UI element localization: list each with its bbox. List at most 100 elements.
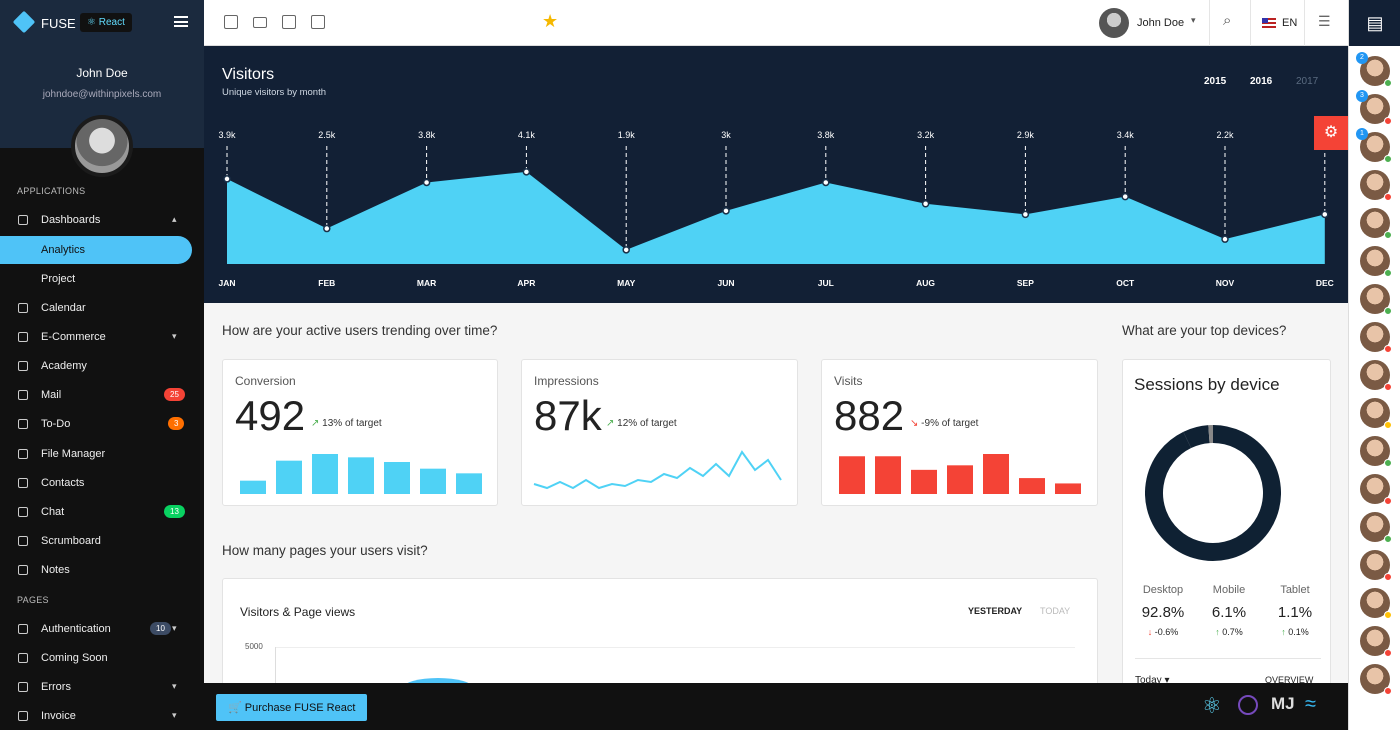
sidebar-item-errors[interactable]: Errors ▾ — [0, 673, 204, 701]
visitors-chart: 3.9k JAN 2.5k FEB 3.8k MAR 4.1k APR 1.9k MAY 3k JUN… — [218, 130, 1333, 288]
main-content: How are your active users trending over … — [204, 303, 1348, 699]
bar — [947, 465, 973, 494]
sidebar-item-academy[interactable]: Academy — [0, 352, 204, 380]
note-icon — [18, 565, 28, 575]
lock-icon — [18, 624, 28, 634]
sidebar-item-file-manager[interactable]: File Manager — [0, 440, 204, 468]
footer: 🛒 Purchase FUSE React ⚛ MJ ≈ — [204, 683, 1348, 730]
bar — [420, 468, 446, 494]
sidebar-item-contacts[interactable]: Contacts — [0, 469, 204, 497]
donut-slice-desktop[interactable] — [1145, 425, 1281, 561]
status-dot — [1384, 649, 1392, 657]
status-dot — [1384, 383, 1392, 391]
divider — [1209, 0, 1210, 46]
donut-slice-mobile[interactable] — [1183, 425, 1210, 449]
user-avatar[interactable] — [71, 115, 133, 177]
sidebar-item-analytics[interactable]: Analytics — [0, 236, 192, 264]
contact-avatar[interactable]: 3 — [1356, 90, 1392, 125]
check-box-icon[interactable] — [311, 15, 325, 29]
sidebar-item-calendar[interactable]: Calendar — [0, 294, 204, 322]
year-2017-button[interactable]: 2017 — [1296, 76, 1319, 87]
search-icon[interactable]: ⌕ — [1223, 12, 1232, 29]
overview-button[interactable]: OVERVIEW — [1265, 675, 1314, 685]
sidebar-item-notes[interactable]: Notes — [0, 556, 204, 584]
visitors-point[interactable] — [622, 246, 630, 254]
contacts-icon[interactable] — [282, 15, 296, 29]
redux-logo-icon[interactable] — [1238, 695, 1258, 715]
contact-avatar[interactable] — [1360, 512, 1392, 543]
visitors-point[interactable] — [822, 178, 830, 187]
calendar-icon[interactable] — [224, 15, 238, 29]
sidebar-item-authentication[interactable]: Authentication 10 ▾ — [0, 615, 204, 643]
contact-avatar[interactable] — [1360, 322, 1392, 353]
contact-avatar[interactable] — [1360, 208, 1392, 239]
menu-toggle-icon[interactable] — [174, 16, 188, 27]
sidebar-item-label: Authentication — [41, 623, 111, 635]
contact-avatar[interactable] — [1360, 474, 1392, 505]
contact-avatar[interactable]: 1 — [1356, 128, 1392, 163]
visitors-point[interactable] — [323, 224, 331, 233]
bar — [240, 480, 266, 494]
x-tick-label: JUN — [717, 278, 734, 288]
quick-panel-icon[interactable]: ☰ — [1318, 13, 1331, 29]
status-dot — [1384, 687, 1392, 695]
device-change: 0.7% — [1222, 627, 1243, 637]
toolbar-user-name[interactable]: John Doe — [1137, 17, 1185, 29]
sidebar-item-label: Coming Soon — [41, 652, 108, 664]
visitors-point[interactable] — [422, 178, 431, 187]
sidebar-item-invoice[interactable]: Invoice ▾ — [0, 702, 204, 730]
contact-avatar[interactable] — [1360, 170, 1392, 201]
contact-avatar[interactable] — [1360, 626, 1392, 657]
y-axis — [275, 647, 276, 687]
contact-avatar[interactable] — [1360, 550, 1392, 581]
tab-today[interactable]: TODAY — [1040, 606, 1071, 616]
settings-gear-icon[interactable]: ⚙ — [1314, 116, 1348, 150]
contact-avatar[interactable] — [1360, 284, 1392, 315]
purchase-button[interactable]: 🛒 Purchase FUSE React — [216, 694, 368, 721]
status-dot — [1384, 345, 1392, 353]
sidebar-item-dashboards[interactable]: Dashboards ▴ — [0, 206, 204, 234]
year-2016-button[interactable]: 2016 — [1250, 76, 1273, 87]
arrow-up-icon: ↑ — [1215, 627, 1220, 637]
visitors-point[interactable] — [1321, 210, 1329, 219]
mail-icon — [18, 390, 28, 400]
bar — [911, 469, 937, 494]
chevron-down-icon[interactable]: ▾ — [1191, 15, 1196, 25]
sidebar-item-e-commerce[interactable]: E-Commerce ▾ — [0, 323, 204, 351]
contact-avatar[interactable] — [1360, 360, 1392, 391]
period-select[interactable]: Today ▾ — [1135, 675, 1170, 686]
contact-avatar[interactable]: 2 — [1356, 52, 1392, 87]
contact-avatar[interactable] — [1360, 246, 1392, 277]
language-button[interactable]: EN — [1282, 17, 1298, 29]
year-2015-button[interactable]: 2015 — [1204, 76, 1227, 87]
sidebar-item-label: Errors — [41, 681, 71, 693]
device-name: Tablet — [1280, 584, 1310, 596]
visitors-point[interactable] — [522, 168, 531, 176]
visitors-point[interactable] — [722, 207, 730, 215]
toolbar-avatar[interactable] — [1099, 8, 1129, 38]
sidebar-item-project[interactable]: Project — [0, 265, 204, 293]
tailwind-logo-icon[interactable]: ≈ — [1305, 693, 1316, 715]
contact-avatar[interactable] — [1360, 664, 1392, 695]
sidebar-item-scrumboard[interactable]: Scrumboard — [0, 527, 204, 555]
visitors-point[interactable] — [223, 175, 231, 183]
sidebar-item-chat[interactable]: Chat 13 — [0, 498, 204, 526]
visitors-point[interactable] — [1021, 210, 1030, 219]
chat-icon[interactable]: ▤ — [1349, 0, 1400, 46]
impressions-line — [533, 450, 782, 490]
tab-yesterday[interactable]: YESTERDAY — [968, 606, 1023, 616]
contact-avatar[interactable] — [1360, 398, 1392, 429]
sidebar-item-to-do[interactable]: To-Do 3 — [0, 410, 204, 438]
material-ui-logo-icon[interactable]: MJ — [1271, 694, 1295, 713]
visitors-point[interactable] — [1221, 235, 1229, 243]
visitors-point[interactable] — [921, 199, 930, 208]
contact-avatar[interactable] — [1360, 436, 1392, 467]
sidebar-item-mail[interactable]: Mail 25 — [0, 381, 204, 409]
sidebar-item-coming-soon[interactable]: Coming Soon — [0, 644, 204, 672]
card-title: Visits — [834, 374, 863, 388]
react-logo-icon[interactable]: ⚛ — [1202, 693, 1222, 718]
star-icon[interactable]: ★ — [542, 11, 559, 31]
mail-icon[interactable] — [253, 17, 267, 28]
visitors-point[interactable] — [1121, 192, 1129, 201]
contact-avatar[interactable] — [1360, 588, 1392, 619]
